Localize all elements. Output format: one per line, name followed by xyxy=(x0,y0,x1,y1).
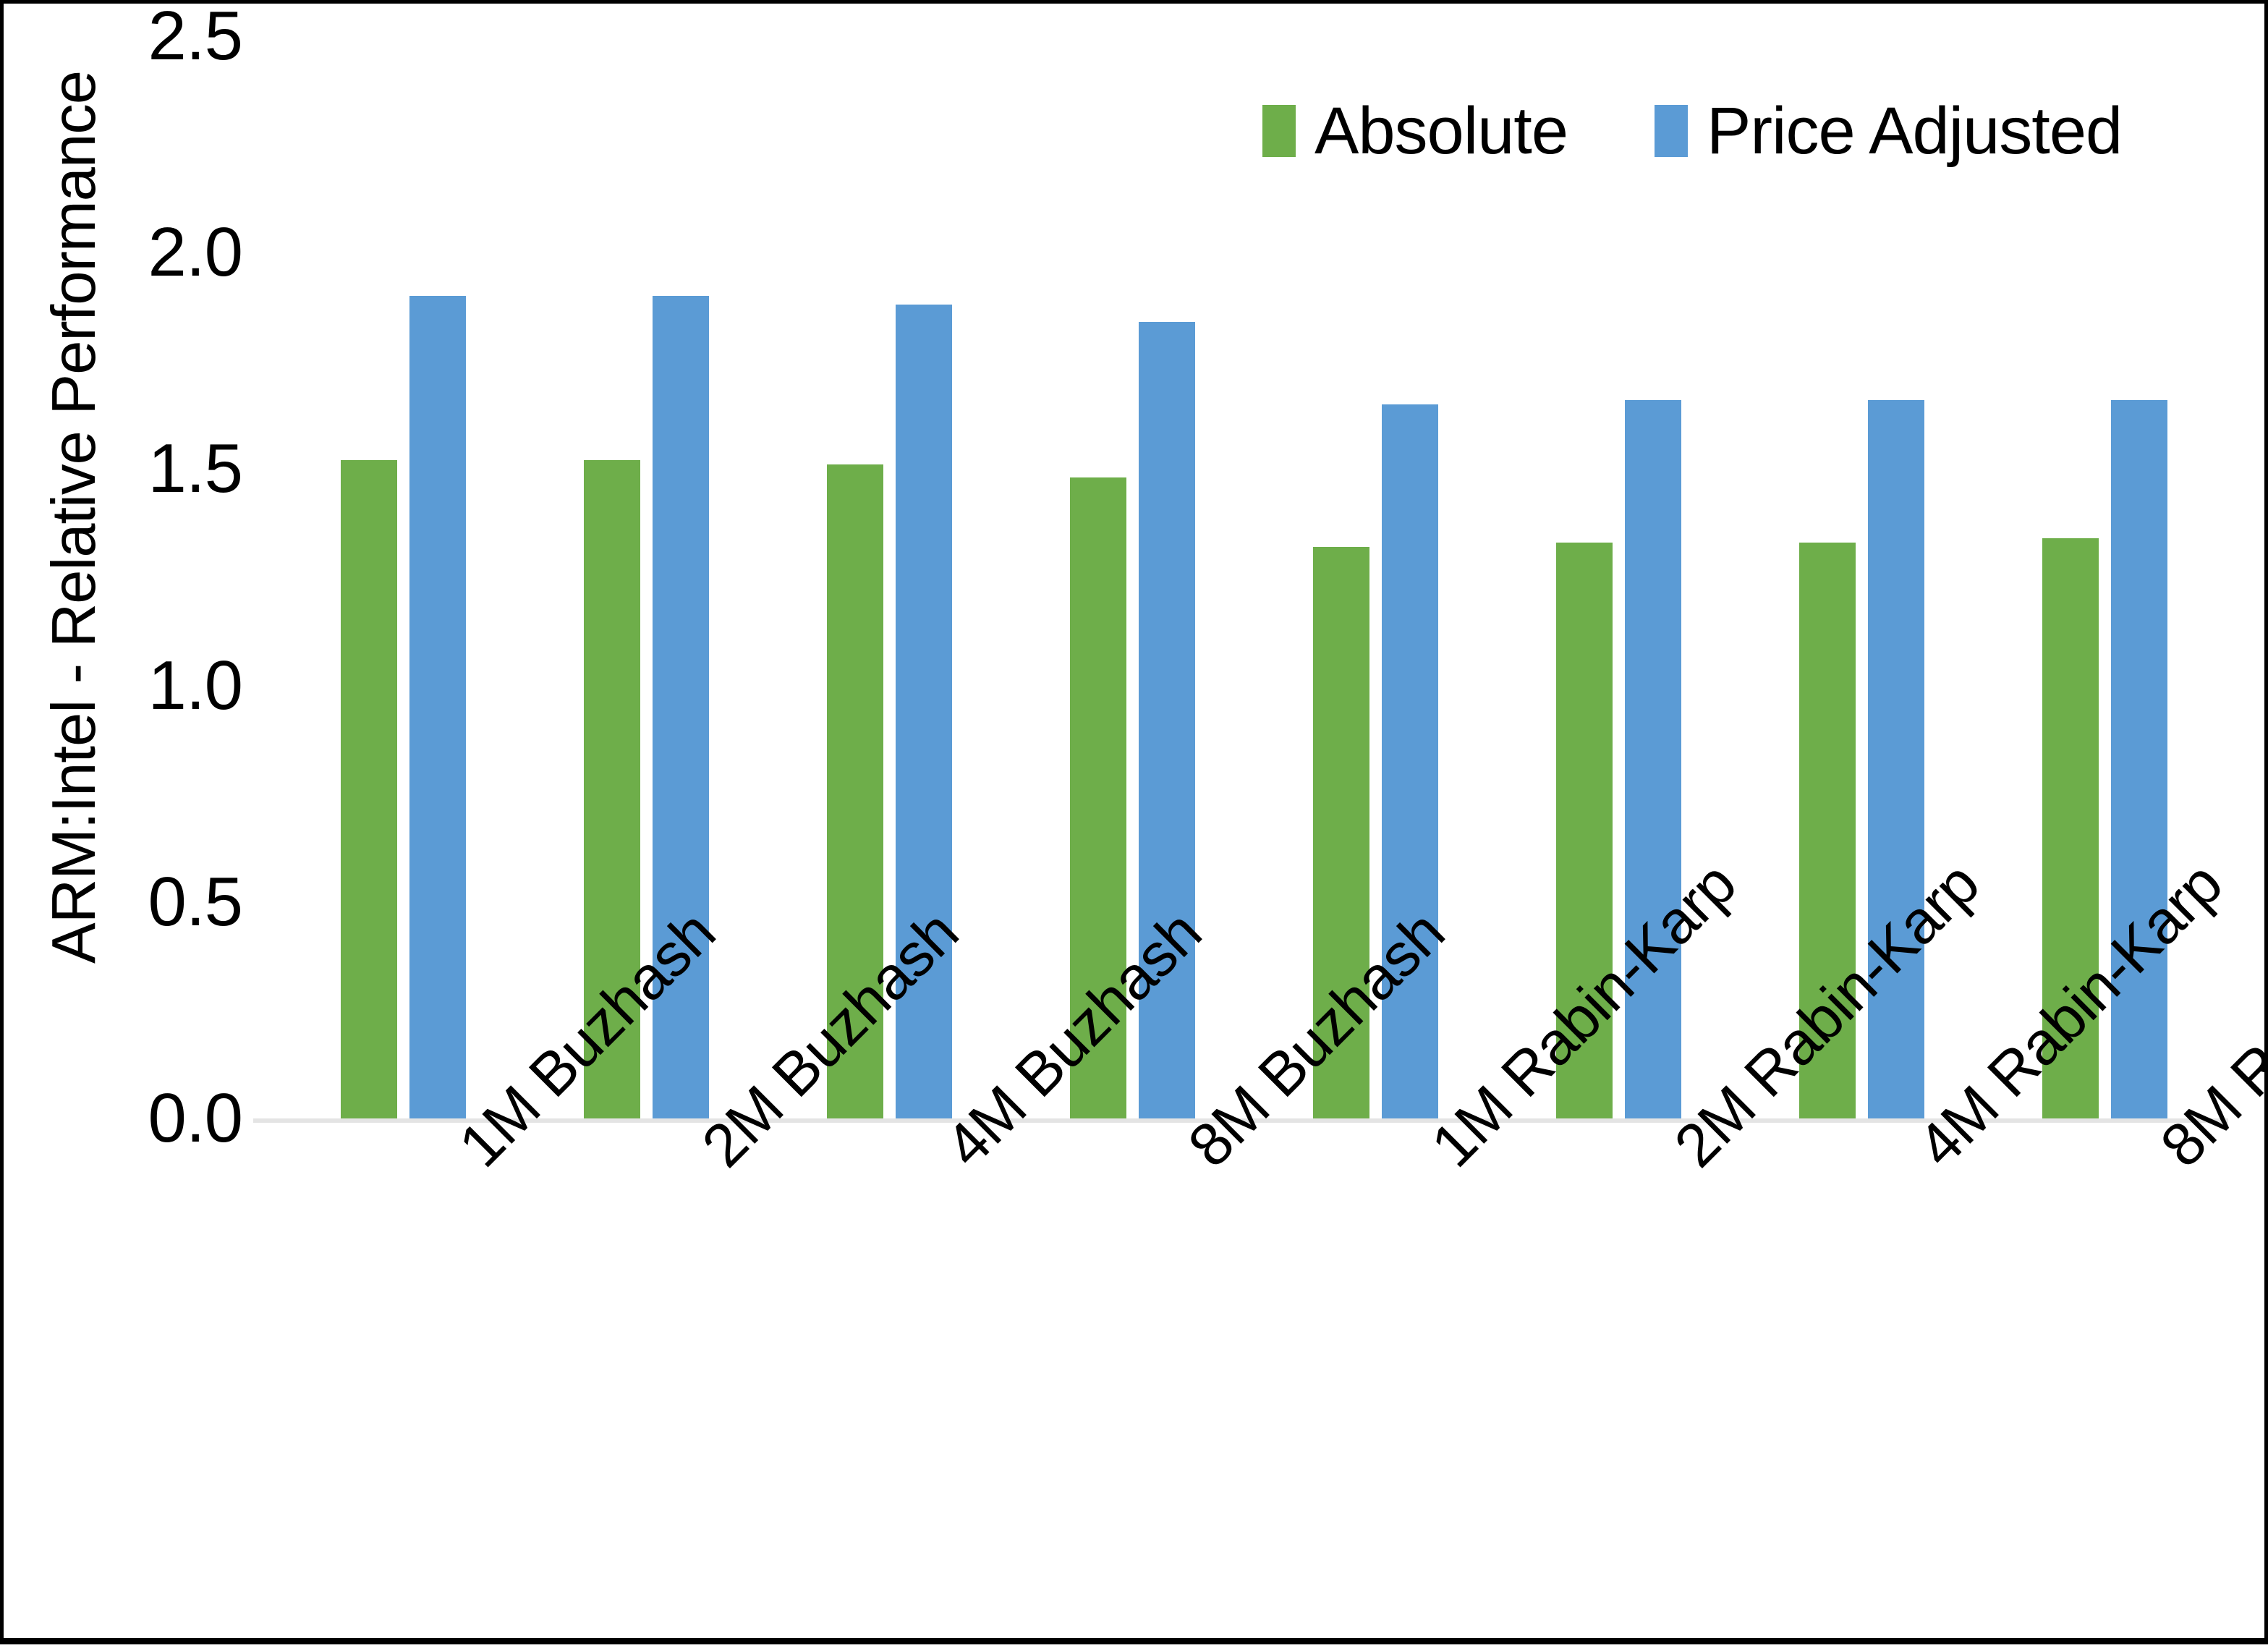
bar-absolute xyxy=(1070,477,1126,1118)
y-axis-tick-label: 1.0 xyxy=(148,646,243,724)
chart-legend: Absolute Price Adjusted xyxy=(1262,94,2123,168)
plot-area xyxy=(253,36,2228,1123)
x-axis-tick-label: 1M Rabin-Karp xyxy=(1418,849,1749,1180)
y-axis-tick-label: 1.5 xyxy=(148,430,243,508)
bar-price-adjusted xyxy=(896,305,952,1118)
bar-group xyxy=(341,36,466,1118)
bar-absolute xyxy=(341,460,397,1118)
x-axis-tick-label: 8M Buzhash xyxy=(1175,898,1457,1180)
x-axis-tick-label: 1M Buzhash xyxy=(446,898,728,1180)
x-axis-tick-label: 8M Rabin-Karp xyxy=(2147,849,2268,1180)
legend-item[interactable]: Absolute xyxy=(1262,98,1568,164)
y-axis-tick-labels: 0.0 0.5 1.0 1.5 2.0 2.5 xyxy=(4,0,243,1648)
y-axis-tick-label: 2.5 xyxy=(148,0,243,75)
x-axis-tick-label: 2M Buzhash xyxy=(689,898,971,1180)
x-axis-tick-label: 2M Rabin-Karp xyxy=(1661,849,1992,1180)
bar-price-adjusted xyxy=(1868,399,1924,1118)
y-axis-tick-label: 2.0 xyxy=(148,213,243,292)
x-axis-tick-label: 4M Buzhash xyxy=(932,898,1214,1180)
bar-absolute xyxy=(2042,538,2099,1118)
y-axis-tick-label: 0.0 xyxy=(148,1079,243,1157)
x-axis-baseline xyxy=(253,1118,2228,1123)
y-axis-tick-label: 0.5 xyxy=(148,862,243,940)
bar-price-adjusted xyxy=(409,296,466,1118)
bar-price-adjusted xyxy=(1625,399,1681,1118)
bar-price-adjusted xyxy=(653,296,709,1118)
bar-group xyxy=(584,36,709,1118)
legend-item[interactable]: Price Adjusted xyxy=(1655,94,2123,168)
x-axis-category-labels: 1M Buzhash2M Buzhash4M Buzhash8M Buzhash… xyxy=(253,849,2268,1581)
bar-group xyxy=(1556,36,1681,1118)
bar-group xyxy=(1313,36,1438,1118)
x-axis-tick-label: 4M Rabin-Karp xyxy=(1904,849,2235,1180)
bar-absolute xyxy=(1799,543,1856,1118)
legend-swatch-icon xyxy=(1262,105,1296,157)
bar-price-adjusted xyxy=(1382,404,1438,1118)
legend-label: Absolute xyxy=(1314,94,1568,168)
legend-label: Price Adjusted xyxy=(1707,94,2123,168)
bar-group xyxy=(2042,36,2167,1118)
legend-swatch-icon xyxy=(1655,105,1689,157)
bar-group xyxy=(1799,36,1924,1118)
bar-absolute xyxy=(1556,543,1613,1118)
bar-absolute xyxy=(827,464,883,1118)
bar-group xyxy=(1070,36,1195,1118)
bar-group xyxy=(827,36,952,1118)
bar-absolute xyxy=(1313,547,1369,1118)
bar-price-adjusted xyxy=(2111,399,2167,1118)
bar-absolute xyxy=(584,460,640,1118)
bar-price-adjusted xyxy=(1139,321,1195,1118)
